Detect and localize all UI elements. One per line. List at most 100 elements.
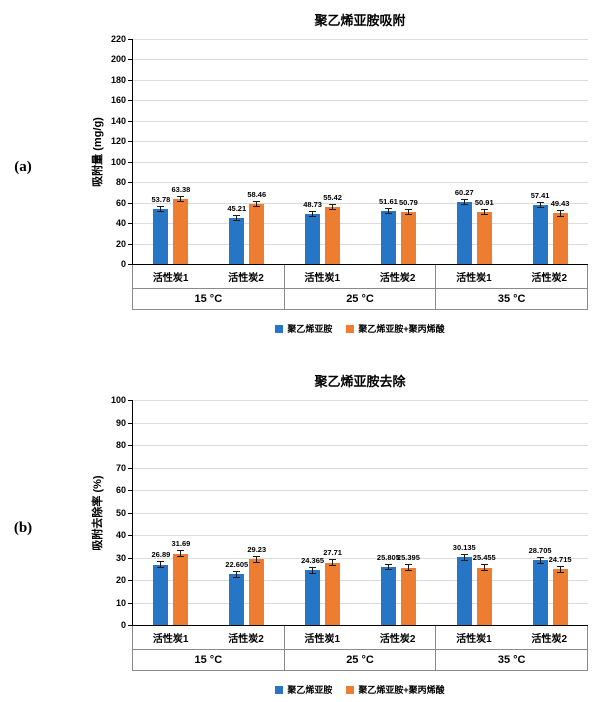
legend-swatch <box>275 685 284 694</box>
bar <box>249 559 265 625</box>
y-tick-mark <box>128 490 133 491</box>
bar <box>400 212 416 264</box>
bar-value-label: 60.27 <box>454 188 474 198</box>
legend-item: 聚乙烯亚胺+聚丙烯酸 <box>346 322 445 335</box>
bar <box>400 567 416 625</box>
error-bar <box>480 564 488 572</box>
bar <box>153 209 169 264</box>
error-bar <box>460 199 468 206</box>
legend: 聚乙烯亚胺 聚乙烯亚胺+聚丙烯酸 <box>132 322 588 335</box>
bar-value-label: 48.73 <box>303 200 322 210</box>
plot-column: 53.78 45.21 48.73 51.61 60.27 57.41 63.38 58.46… <box>128 39 588 335</box>
group-label: 25 °C <box>285 650 437 670</box>
bar <box>229 217 245 264</box>
y-axis-title: 吸附去除率 (%) <box>88 400 106 625</box>
bar-value-label: 58.46 <box>247 190 267 200</box>
y-tick-label: 140 <box>110 115 126 126</box>
bar-value-label: 31.69 <box>171 539 191 549</box>
error-bar <box>556 566 564 573</box>
bar-value-label: 50.79 <box>399 197 418 207</box>
legend-swatch <box>346 685 355 694</box>
y-tick-mark <box>128 100 133 102</box>
gridline <box>133 161 588 163</box>
gridline <box>133 422 588 424</box>
chart-body: 吸附量 (mg/g) 220 200 180 160 140 120 100 80 60 40 20… <box>88 34 588 335</box>
gridline <box>133 39 588 40</box>
y-axis-ticks: 100 90 80 70 60 50 40 30 20 10 0 <box>106 395 132 630</box>
gridline <box>133 490 588 491</box>
legend-item: 聚乙烯亚胺 <box>275 683 332 696</box>
y-tick-label: 100 <box>110 156 126 167</box>
bar <box>305 570 321 625</box>
panel-label-b: (b) <box>13 520 33 536</box>
error-bar <box>309 566 317 574</box>
category-label: 活性炭2 <box>531 634 568 645</box>
bar <box>532 205 548 264</box>
error-bar <box>536 557 544 564</box>
chart-body: 吸附去除率 (%) 100 90 80 70 60 50 40 30 20 10 0 26.89 22… <box>88 395 588 696</box>
legend-label: 聚乙烯亚胺 <box>287 685 333 695</box>
error-bar <box>233 570 241 578</box>
gridline <box>133 202 588 204</box>
y-tick-label: 220 <box>110 34 126 44</box>
y-tick-mark <box>128 79 133 81</box>
y-tick-mark <box>128 120 133 122</box>
error-bar <box>384 563 392 571</box>
error-bar <box>309 211 317 218</box>
bar <box>552 213 568 264</box>
y-tick-mark <box>128 223 133 225</box>
plot-area: 53.78 45.21 48.73 51.61 60.27 57.41 63.38 58.46… <box>128 39 588 265</box>
y-axis-title: 吸附量 (mg/g) <box>88 39 106 264</box>
y-tick-label: 180 <box>110 74 126 85</box>
bar <box>173 553 189 625</box>
y-tick-mark <box>128 59 133 61</box>
bar-value-label: 28.705 <box>528 546 552 556</box>
error-bar <box>556 210 564 217</box>
error-bar <box>404 208 412 216</box>
figure-panel-b: (b) 聚乙烯亚胺去除 吸附去除率 (%) 100 90 80 70 60 50 40 30 2… <box>0 361 600 696</box>
y-tick-mark <box>128 625 133 626</box>
gridline <box>133 535 588 536</box>
bar-value-label: 24.715 <box>548 555 572 565</box>
bar <box>325 207 341 264</box>
bar <box>229 574 245 625</box>
category-label: 活性炭2 <box>360 626 437 649</box>
group-label: 35 °C <box>497 293 526 305</box>
y-tick-label: 40 <box>115 218 126 229</box>
y-tick-mark <box>128 182 133 184</box>
gridline <box>133 557 588 559</box>
bar <box>325 562 341 625</box>
bar-value-label: 22.605 <box>225 559 249 569</box>
x-axis-table: 活性炭1 活性炭2 活性炭1 活性炭2 活性炭1 活性炭2 15 °C 25 °C 35 °C <box>132 626 588 671</box>
y-tick-mark <box>128 445 133 446</box>
group-label: 25 °C <box>285 289 437 309</box>
y-axis: 吸附量 (mg/g) 220 200 180 160 140 120 100 80 60 40 20… <box>88 34 132 269</box>
bar <box>532 560 548 625</box>
error-bar <box>233 214 241 221</box>
chart-adsorption: 聚乙烯亚胺吸附 吸附量 (mg/g) 220 200 180 160 140 120 100… <box>88 0 588 335</box>
bar-value-label: 51.61 <box>379 197 398 207</box>
x-axis-table: 活性炭1 活性炭2 活性炭1 活性炭2 活性炭1 活性炭2 15 °C 25 °C 35 °C <box>132 265 588 310</box>
bar-value-label: 29.23 <box>247 544 267 554</box>
y-tick-label: 60 <box>115 197 126 208</box>
legend-label: 聚乙烯亚胺+聚丙烯酸 <box>358 324 445 334</box>
y-tick-label: 20 <box>115 575 126 585</box>
bar-value-label: 30.135 <box>452 542 476 552</box>
error-bar <box>384 208 392 215</box>
bar-value-label: 55.42 <box>323 193 342 203</box>
bar-value-label: 27.71 <box>323 548 342 558</box>
y-tick-label: 0 <box>120 620 126 630</box>
group-label: 15 °C <box>133 289 285 309</box>
gridline <box>133 100 588 102</box>
gridline <box>133 467 588 469</box>
group-axis: 15 °C 25 °C 35 °C <box>133 289 587 309</box>
chart-title: 聚乙烯亚胺吸附 <box>314 13 406 28</box>
y-tick-mark <box>128 141 133 143</box>
y-tick-mark <box>128 602 133 604</box>
legend-label: 聚乙烯亚胺 <box>287 324 333 334</box>
gridline <box>133 445 588 446</box>
error-bar <box>536 202 544 209</box>
y-tick-label: 60 <box>115 485 126 495</box>
bar <box>173 199 189 264</box>
bar <box>476 567 492 625</box>
